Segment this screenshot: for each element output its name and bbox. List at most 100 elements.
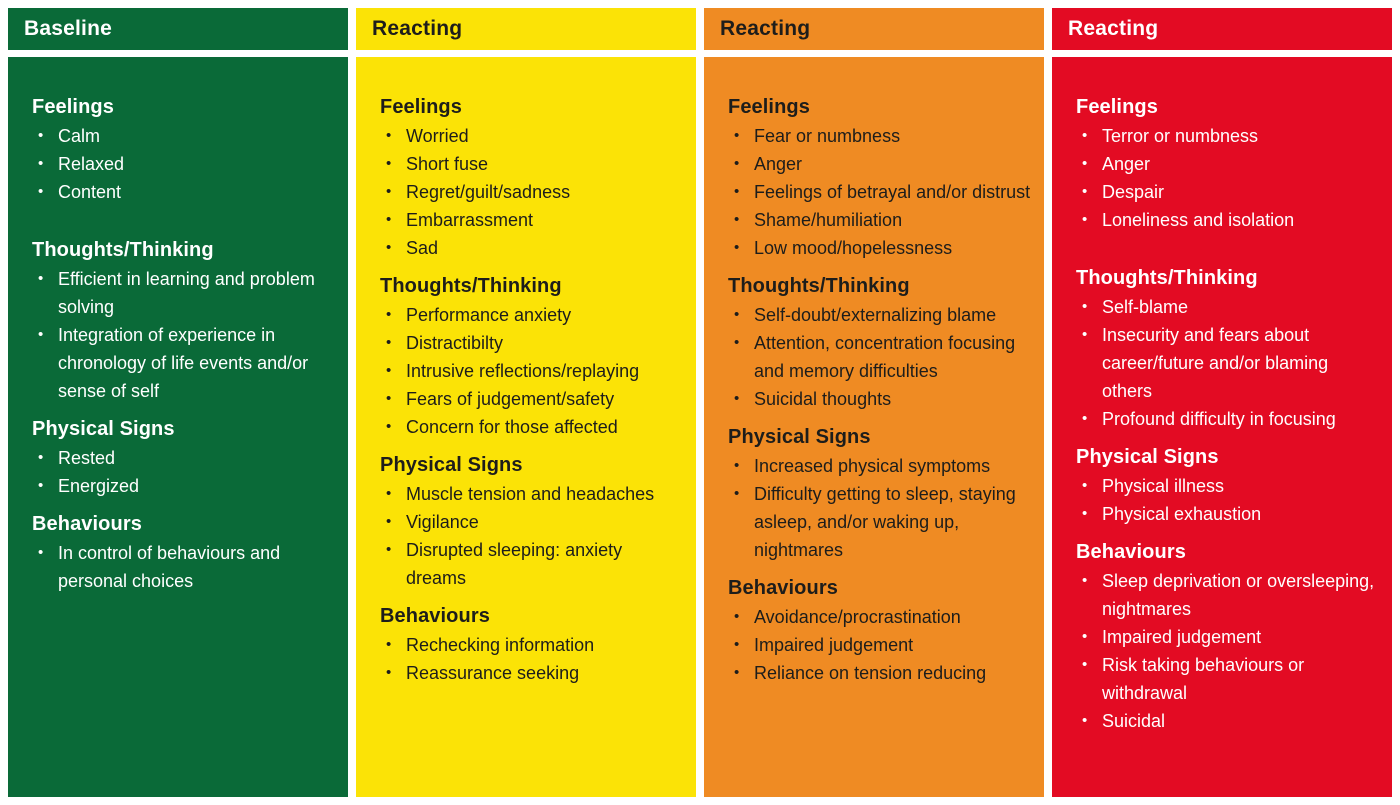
list-item-text: Terror or numbness xyxy=(1102,126,1259,146)
list-item: • Distractibilty xyxy=(380,329,686,357)
list-item: • Physical exhaustion xyxy=(1076,500,1382,528)
column-header-label: Baseline xyxy=(24,17,112,40)
column-reacting-orange: Reacting Feelings • Fear or numbness • Anger •… xyxy=(704,8,1044,797)
section-title: Physical Signs xyxy=(728,426,871,448)
list-item-text: Rechecking information xyxy=(406,635,595,655)
list-item-text: Suicidal xyxy=(1102,711,1166,731)
section-list: • Terror or numbness • Anger • Despair • Loneli… xyxy=(1076,122,1382,234)
bullet-icon: • xyxy=(734,636,740,653)
list-item-text: Integration of experience in chronology … xyxy=(58,325,309,401)
section-title: Thoughts/Thinking xyxy=(728,275,910,297)
list-item: • Worried xyxy=(380,122,686,150)
bullet-icon: • xyxy=(1082,477,1088,494)
column-header: Reacting xyxy=(704,8,1044,50)
bullet-icon: • xyxy=(1082,127,1088,144)
bullet-icon: • xyxy=(386,362,392,379)
list-item-text: Self-doubt/externalizing blame xyxy=(754,305,997,325)
section-behaviours: Behaviours • Sleep deprivation or overslee… xyxy=(1076,538,1382,735)
section-physical-signs: Physical Signs • Muscle tension and headac… xyxy=(380,451,686,592)
list-item-text: Rested xyxy=(58,448,116,468)
section-title: Feelings xyxy=(1076,96,1158,118)
list-item: • Intrusive reflections/replaying xyxy=(380,357,686,385)
bullet-icon: • xyxy=(386,211,392,228)
list-item: • In control of behaviours and personal c… xyxy=(32,539,338,595)
column-reacting-yellow: Reacting Feelings • Worried • Short fuse • Regr… xyxy=(356,8,696,797)
section-list: • Increased physical symptoms • Difficulty … xyxy=(728,452,1034,564)
list-item-text: Feelings of betrayal and/or distrust xyxy=(754,182,1031,202)
column-header-label: Reacting xyxy=(1068,17,1159,40)
column-header: Reacting xyxy=(1052,8,1392,50)
list-item: • Vigilance xyxy=(380,508,686,536)
list-item: • Self-blame xyxy=(1076,293,1382,321)
list-item-text: Anger xyxy=(754,154,803,174)
list-item: • Suicidal xyxy=(1076,707,1382,735)
list-item: • Fears of judgement/safety xyxy=(380,385,686,413)
section-physical-signs: Physical Signs • Rested • Energized xyxy=(32,415,338,500)
section-feelings: Feelings • Worried • Short fuse • Regret/guilt… xyxy=(380,93,686,262)
bullet-icon: • xyxy=(38,127,44,144)
section-list: • Rested • Energized xyxy=(32,444,338,500)
list-item-text: Content xyxy=(58,182,122,202)
section-list: • Performance anxiety • Distractibilty • Intr… xyxy=(380,301,686,441)
list-item: • Reassurance seeking xyxy=(380,659,686,687)
section-title: Behaviours xyxy=(32,513,142,535)
bullet-icon: • xyxy=(734,155,740,172)
column-header-label: Reacting xyxy=(720,17,811,40)
list-item-text: Loneliness and isolation xyxy=(1102,210,1295,230)
list-item-text: Physical exhaustion xyxy=(1102,504,1262,524)
list-item-text: Relaxed xyxy=(58,154,125,174)
list-item: • Energized xyxy=(32,472,338,500)
list-item-text: Disrupted sleeping: anxiety dreams xyxy=(406,540,623,588)
list-item: • Despair xyxy=(1076,178,1382,206)
list-item: • Attention, concentration focusing and m… xyxy=(728,329,1034,385)
section-title: Behaviours xyxy=(1076,541,1186,563)
list-item: • Suicidal thoughts xyxy=(728,385,1034,413)
bullet-icon: • xyxy=(386,513,392,530)
list-item: • Shame/humiliation xyxy=(728,206,1034,234)
list-item: • Sleep deprivation or oversleeping, nigh… xyxy=(1076,567,1382,623)
bullet-icon: • xyxy=(38,477,44,494)
list-item: • Sad xyxy=(380,234,686,262)
list-item-text: Sad xyxy=(406,238,439,258)
bullet-icon: • xyxy=(386,485,392,502)
bullet-icon: • xyxy=(386,664,392,681)
section-title: Behaviours xyxy=(728,577,838,599)
section-behaviours: Behaviours • Avoidance/procrastination • Imp… xyxy=(728,574,1034,687)
section-feelings: Feelings • Fear or numbness • Anger • Feelings… xyxy=(728,93,1034,262)
list-item: • Physical illness xyxy=(1076,472,1382,500)
section-list: • Self-blame • Insecurity and fears about c… xyxy=(1076,293,1382,433)
list-item-text: Self-blame xyxy=(1102,297,1189,317)
list-item-text: Sleep deprivation or oversleeping, night… xyxy=(1102,571,1375,619)
section-behaviours: Behaviours • Rechecking information • Reassu… xyxy=(380,602,686,687)
bullet-icon: • xyxy=(734,239,740,256)
list-item: • Low mood/hopelessness xyxy=(728,234,1034,262)
column-body: Feelings • Fear or numbness • Anger • Feelings… xyxy=(704,57,1044,797)
bullet-icon: • xyxy=(1082,211,1088,228)
list-item: • Integration of experience in chronology… xyxy=(32,321,338,405)
bullet-icon: • xyxy=(386,183,392,200)
list-item-text: In control of behaviours and personal ch… xyxy=(58,543,281,591)
section-list: • In control of behaviours and personal c… xyxy=(32,539,338,595)
section-list: • Calm • Relaxed • Content xyxy=(32,122,338,206)
section-thoughts-thinking: Thoughts/Thinking • Self-doubt/externalizi… xyxy=(728,272,1034,413)
list-item: • Anger xyxy=(1076,150,1382,178)
section-title: Physical Signs xyxy=(380,454,523,476)
column-body: Feelings • Worried • Short fuse • Regret/guilt… xyxy=(356,57,696,797)
list-item-text: Suicidal thoughts xyxy=(754,389,892,409)
list-item: • Disrupted sleeping: anxiety dreams xyxy=(380,536,686,592)
list-item-text: Reassurance seeking xyxy=(406,663,580,683)
bullet-icon: • xyxy=(734,334,740,351)
bullet-icon: • xyxy=(386,306,392,323)
list-item: • Loneliness and isolation xyxy=(1076,206,1382,234)
section-list: • Rechecking information • Reassurance seek… xyxy=(380,631,686,687)
column-reacting-red: Reacting Feelings • Terror or numbness • Ange… xyxy=(1052,8,1392,797)
bullet-icon: • xyxy=(1082,572,1088,589)
list-item: • Impaired judgement xyxy=(1076,623,1382,651)
list-item-text: Attention, concentration focusing and me… xyxy=(754,333,1016,381)
bullet-icon: • xyxy=(734,608,740,625)
bullet-icon: • xyxy=(1082,183,1088,200)
section-list: • Fear or numbness • Anger • Feelings of betr… xyxy=(728,122,1034,262)
section-feelings: Feelings • Terror or numbness • Anger • Despai… xyxy=(1076,93,1382,234)
section-title: Physical Signs xyxy=(1076,446,1219,468)
